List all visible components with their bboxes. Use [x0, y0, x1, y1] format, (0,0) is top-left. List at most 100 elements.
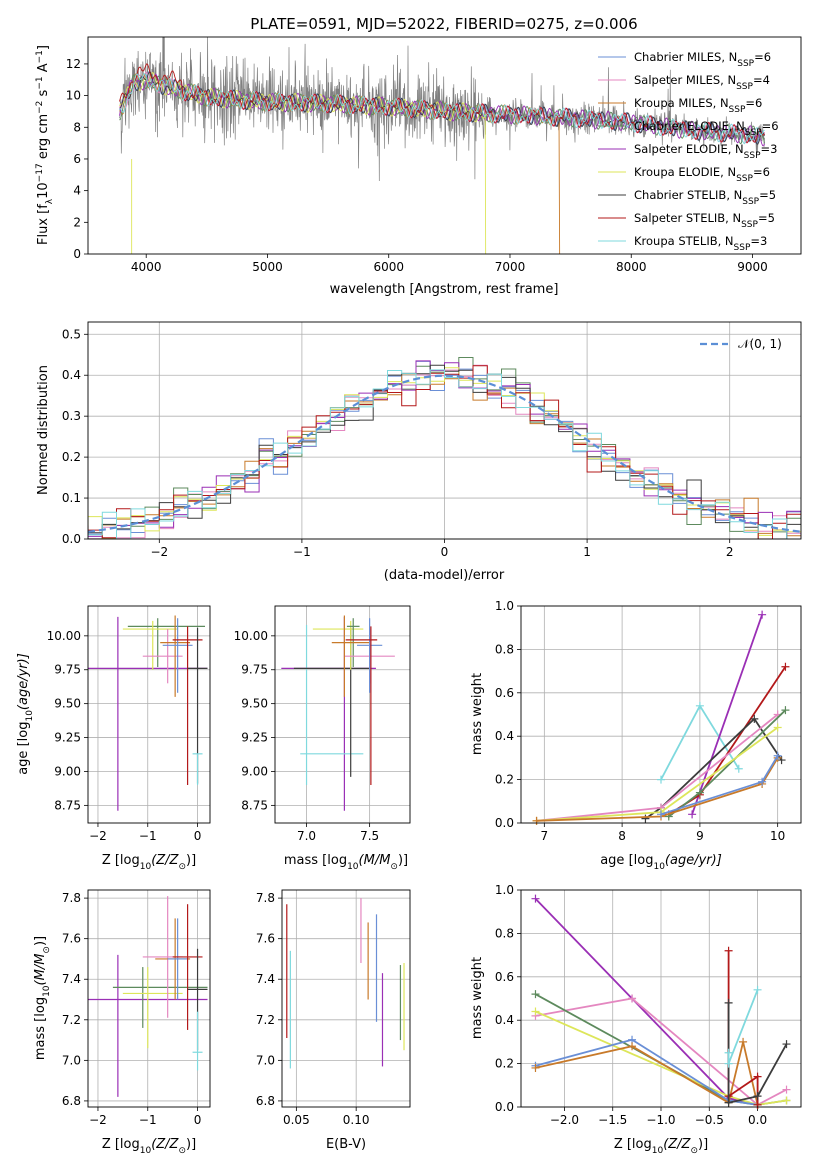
y-tick-label: 7.0	[62, 1053, 81, 1067]
x-tick-label: 10	[770, 829, 785, 843]
y-tick-label: 7.4	[256, 972, 275, 986]
y-tick-label: 0.0	[495, 816, 514, 830]
weight-marker	[753, 1072, 762, 1081]
x-axis-label: wavelength [Angstrom, rest frame]	[330, 282, 559, 297]
y-axis-label: Normed distribution	[36, 365, 51, 495]
axes-frame	[281, 889, 411, 1108]
x-tick-label: 5000	[252, 260, 283, 274]
y-tick-label: 10.00	[234, 629, 268, 643]
legend-label: Chabrier MILES, NSSP=6	[634, 50, 771, 69]
weight-vs-metallicity-panel: −2.0 −1.5 −1.0 −0.5 0.0 0.0 0.2 0.4 0.6 0.8 1.0 Z […	[470, 883, 802, 1156]
figure-title: PLATE=0591, MJD=52022, FIBERID=0275, z=0…	[250, 15, 637, 33]
x-tick-label: −1	[139, 829, 157, 843]
x-tick-label: −1.5	[598, 1113, 627, 1127]
weight-marker	[782, 1085, 791, 1094]
weight-marker	[628, 994, 637, 1003]
weight-marker	[750, 714, 759, 723]
y-axis-label: mass [log10(M/M⊙)]	[33, 936, 52, 1060]
y-tick-label: 9.25	[241, 731, 268, 745]
weight-marker	[773, 751, 782, 760]
y-tick-label: 7.4	[62, 972, 81, 986]
y-tick-label: 2	[73, 215, 81, 229]
x-axis-label: mass [log10(M/M⊙)]	[284, 853, 408, 872]
x-tick-label: 7.5	[360, 829, 379, 843]
spectrum-panel: 4000 5000 6000 7000 8000 9000 0 2 4 6 8 10 12 Chabrie…	[35, 36, 802, 297]
x-tick-label: 8	[618, 829, 626, 843]
x-axis-label: age [log10(age/yr)]	[600, 853, 722, 872]
weight-marker	[695, 701, 704, 710]
weight-marker	[781, 662, 790, 671]
legend-label: Chabrier ELODIE, NSSP=6	[634, 119, 779, 138]
y-tick-label: 0.4	[495, 1013, 514, 1027]
weight-series	[536, 726, 779, 822]
y-tick-label: 0.8	[495, 642, 514, 656]
legend-label: Chabrier STELIB, NSSP=5	[634, 188, 776, 207]
legend-label: Salpeter STELIB, NSSP=5	[634, 211, 775, 230]
x-tick-label: 4000	[131, 260, 162, 274]
y-tick-label: 0.1	[62, 491, 81, 505]
y-tick-label: 4	[73, 184, 81, 198]
y-axis-label: age [log10(age/yr)]	[16, 653, 35, 775]
residual-histogram	[88, 369, 801, 539]
y-axis-label: mass weight	[470, 673, 485, 755]
y-tick-label: 8	[73, 120, 81, 134]
mass-vs-ebv-panel: 0.05 0.10 6.8 7.0 7.2 7.4 7.6 7.8 E(B-V)	[256, 889, 411, 1152]
x-tick-label: 0	[194, 1113, 202, 1127]
x-tick-label: 0	[441, 545, 449, 559]
weight-marker	[628, 1042, 637, 1051]
weight-series	[535, 1010, 787, 1106]
weight-vs-age-panel: 7 8 9 10 0.0 0.2 0.4 0.6 0.8 1.0 age [log10(age/yr…	[470, 599, 802, 872]
weight-series	[535, 1038, 758, 1106]
weight-series	[535, 997, 787, 1106]
weight-marker	[657, 775, 665, 784]
y-tick-label: 8.75	[54, 798, 81, 812]
mass-vs-metallicity-panel: −2 −1 0 6.8 7.0 7.2 7.4 7.6 7.8 Z [log10(Z/Z⊙)] ma…	[33, 889, 211, 1156]
y-tick-label: 7.6	[62, 932, 81, 946]
x-tick-label: −2.0	[550, 1113, 579, 1127]
legend-label: Kroupa STELIB, NSSP=3	[634, 234, 767, 253]
residuals-panel: −2 −1 0 1 2 0.0 0.1 0.2 0.3 0.4 0.5 𝒩(0, 1) (data-mo…	[36, 321, 802, 583]
axes-frame	[87, 889, 211, 1108]
y-tick-label: 0.4	[495, 729, 514, 743]
y-tick-label: 6	[73, 152, 81, 166]
weight-marker	[657, 810, 665, 819]
weight-marker	[641, 814, 650, 823]
y-tick-label: 0.0	[495, 1100, 514, 1114]
x-tick-label: −2	[89, 1113, 107, 1127]
y-tick-label: 8.75	[241, 798, 268, 812]
weight-marker	[782, 1096, 791, 1105]
age-vs-metallicity-panel: −2 −1 0 8.75 9.00 9.25 9.50 9.75 10.00 Z [log10(Z…	[16, 605, 211, 872]
y-tick-label: 7.2	[256, 1013, 275, 1027]
x-tick-label: 0	[194, 829, 202, 843]
weight-marker	[531, 990, 540, 999]
y-tick-label: 9.75	[241, 663, 268, 677]
y-tick-label: 9.25	[54, 731, 81, 745]
y-tick-label: 6.8	[62, 1094, 81, 1108]
legend-label: 𝒩(0, 1)	[738, 337, 782, 351]
weight-series	[727, 989, 759, 1064]
x-tick-label: −0.5	[695, 1113, 724, 1127]
axes-frame	[520, 605, 802, 824]
x-tick-label: 7	[541, 829, 549, 843]
x-tick-label: −1	[139, 1113, 157, 1127]
weight-marker	[688, 810, 697, 819]
y-tick-label: 0.2	[62, 450, 81, 464]
y-tick-label: 0.4	[62, 368, 81, 382]
weight-marker	[724, 1048, 733, 1057]
y-tick-label: 9.50	[54, 697, 81, 711]
y-tick-label: 7.2	[62, 1013, 81, 1027]
normal-curve	[87, 374, 802, 533]
axes-frame	[520, 889, 802, 1108]
x-axis-label: Z [log10(Z/Z⊙)]	[102, 1137, 196, 1156]
weight-series	[536, 757, 779, 822]
model-spectrum	[119, 63, 765, 144]
y-tick-label: 0.0	[62, 532, 81, 546]
y-tick-label: 9.00	[54, 764, 81, 778]
x-tick-label: 6000	[373, 260, 404, 274]
weight-marker	[781, 706, 790, 715]
x-tick-label: 0.10	[343, 1113, 370, 1127]
model-spectrum	[119, 73, 765, 145]
observed-spectrum	[119, 37, 765, 182]
age-vs-mass-panel: 7.0 7.5 8.75 9.00 9.25 9.50 9.75 10.00 mass [log…	[234, 605, 411, 872]
y-tick-label: 9.50	[241, 697, 268, 711]
